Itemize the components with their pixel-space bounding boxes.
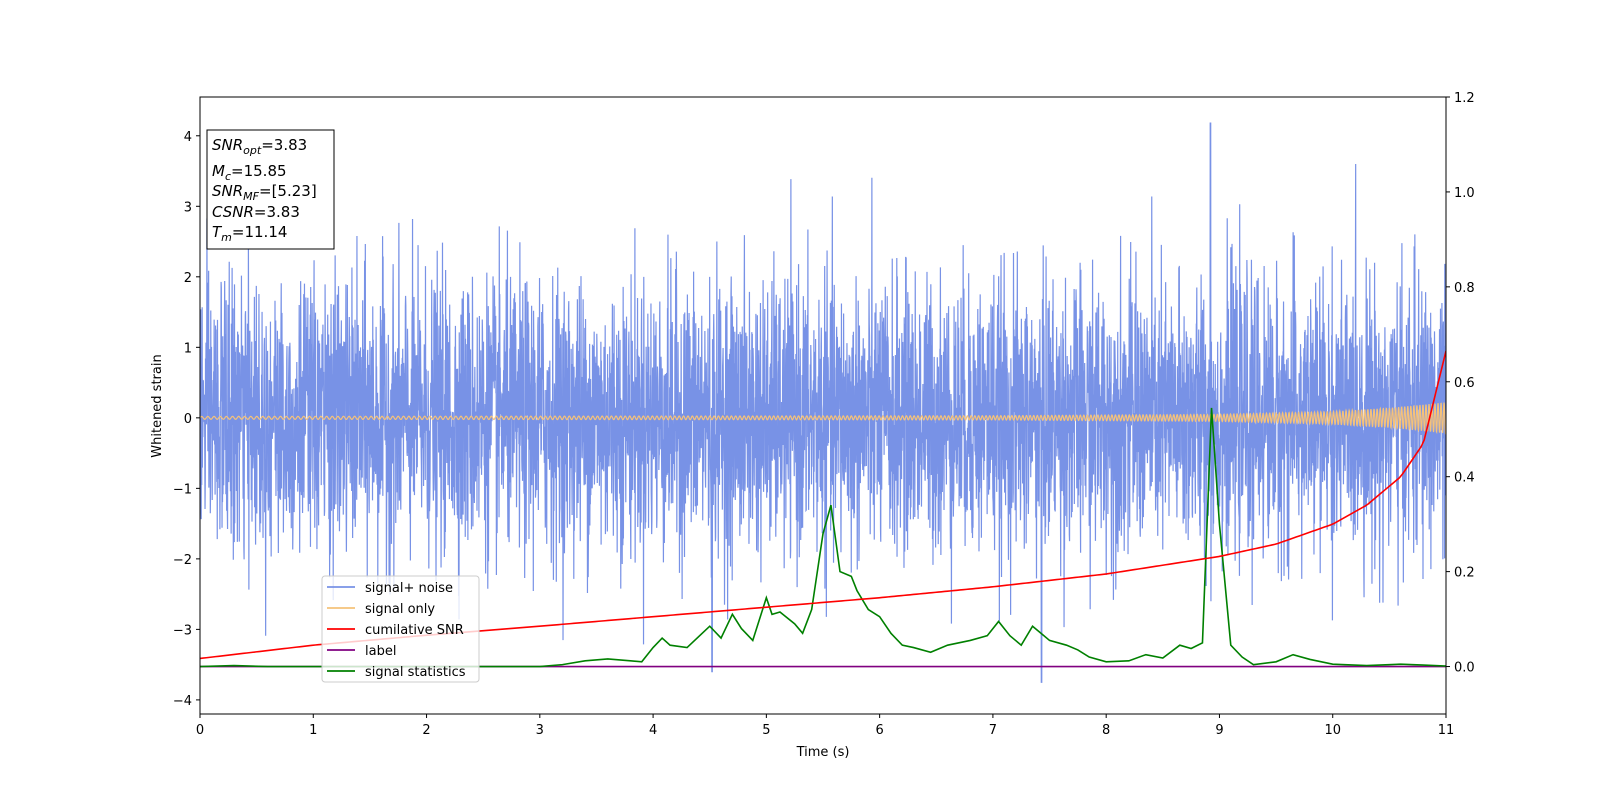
y-left-tick-label: 0 xyxy=(184,412,192,427)
legend-label: label xyxy=(365,644,396,659)
x-tick-label: 11 xyxy=(1438,723,1455,738)
x-tick-label: 1 xyxy=(309,723,317,738)
x-tick-label: 10 xyxy=(1324,723,1341,738)
legend-label: cumilative SNR xyxy=(365,623,464,638)
x-tick-label: 5 xyxy=(762,723,770,738)
y-left-tick-label: 1 xyxy=(184,341,192,356)
y-right-tick-label: 1.2 xyxy=(1454,91,1475,106)
info-box: SNRopt=3.83Mc=15.85SNRMF=[5.23]CSNR=3.83… xyxy=(207,130,334,249)
legend: signal+ noise signal only cumilative SNR la… xyxy=(322,576,479,682)
x-tick-label: 2 xyxy=(422,723,430,738)
x-tick-label: 3 xyxy=(536,723,544,738)
y-right-tick-label: 0.8 xyxy=(1454,281,1475,296)
y-right-tick-label: 0.6 xyxy=(1454,376,1475,391)
x-tick-label: 6 xyxy=(875,723,883,738)
x-tick-label: 4 xyxy=(649,723,657,738)
x-tick-label: 9 xyxy=(1215,723,1223,738)
legend-label: signal+ noise xyxy=(365,581,453,596)
x-axis-label: Time (s) xyxy=(796,745,850,760)
y-right-tick-label: 0.0 xyxy=(1454,661,1475,676)
legend-label: signal only xyxy=(365,602,435,617)
x-tick-label: 0 xyxy=(196,723,204,738)
x-tick-label: 7 xyxy=(989,723,997,738)
y-right-tick-label: 0.4 xyxy=(1454,471,1475,486)
info-line: SNRMF=[5.23] xyxy=(212,182,317,203)
y-left-tick-label: 4 xyxy=(184,130,192,145)
info-line: CSNR=3.83 xyxy=(212,203,300,221)
y-left-tick-label: −4 xyxy=(173,694,192,709)
y-left-tick-label: −2 xyxy=(173,553,192,568)
x-tick-label: 8 xyxy=(1102,723,1110,738)
info-line: Mc=15.85 xyxy=(212,162,287,183)
y-left-tick-label: 3 xyxy=(184,200,192,215)
y-left-tick-label: 2 xyxy=(184,271,192,286)
y-right-tick-label: 1.0 xyxy=(1454,186,1475,201)
legend-label: signal statistics xyxy=(365,665,466,680)
y-left-tick-label: −3 xyxy=(173,623,192,638)
y-axis-label: Whitened strain xyxy=(150,354,165,457)
y-left-tick-label: −1 xyxy=(173,482,192,497)
chart: 0 1 2 3 4 5 6 7 8 9 10 11 −4 −3 −2 −1 0 1 2 3 4 0.0 0.2 0.4 0.6 0… xyxy=(0,0,1600,800)
y-right-tick-label: 0.2 xyxy=(1454,566,1475,581)
